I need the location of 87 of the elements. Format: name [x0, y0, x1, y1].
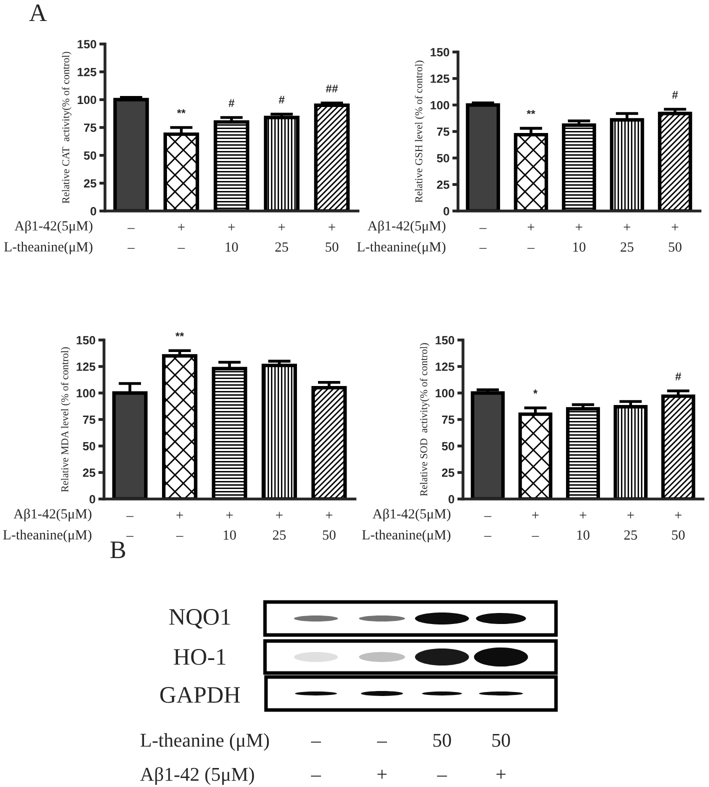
x-tick-label: + 50	[672, 512, 685, 540]
text: –	[128, 248, 135, 249]
annotation: #	[672, 91, 678, 99]
text: –	[311, 776, 321, 777]
text: L-theanine (μM)	[140, 733, 269, 751]
text: –	[311, 742, 321, 743]
text: –	[178, 248, 185, 249]
text: Aβ1-42(5μM)	[372, 508, 450, 522]
y-tick-label: 25	[84, 179, 96, 188]
text: L-theanine(μM)	[357, 242, 446, 254]
text: L-theanine(μM)	[4, 242, 92, 254]
annotation: #	[675, 372, 682, 380]
y-tick-label: 50	[436, 154, 450, 162]
text: –	[377, 742, 387, 743]
y-axis-title: Relative SOD activity(% of control)	[420, 343, 430, 496]
y-axis-title: Relative CAT activity(% of control)	[62, 52, 72, 204]
text: B	[110, 542, 126, 558]
text: –	[437, 776, 447, 777]
y-tick-label: 100	[76, 389, 96, 398]
y-tick-label: 25	[82, 468, 96, 477]
y-tick-label: 50	[82, 442, 96, 450]
annotation: #	[278, 96, 285, 104]
annotation: *	[533, 390, 538, 394]
x-tick-label: + 10	[573, 224, 586, 252]
category-label: + –	[532, 512, 539, 537]
category-label: – –	[126, 516, 134, 537]
y-tick-label: 25	[436, 180, 450, 189]
y-tick-label: 0	[444, 207, 450, 216]
text: Aβ1-42(5μM)	[368, 220, 446, 234]
y-tick-label: 125	[436, 362, 454, 371]
category-label: –	[479, 248, 487, 249]
y-tick-label: 150	[430, 48, 450, 56]
y-tick-label: 75	[83, 416, 96, 424]
y-tick-label: 75	[84, 124, 96, 132]
y-tick-label: 150	[436, 336, 454, 344]
x-tick-label: + 10	[577, 512, 590, 540]
y-tick-label: 0	[90, 207, 96, 216]
y-tick-label: 150	[76, 336, 96, 344]
annotation: **	[175, 332, 184, 336]
x-tick-label: + 10	[226, 224, 238, 252]
text: +	[377, 770, 387, 779]
text: Aβ1-42(5μM)	[14, 508, 92, 522]
annotation: ##	[326, 84, 338, 92]
x-tick-label: + 25	[620, 224, 634, 252]
chart-title: A	[29, 4, 47, 22]
y-tick-label: 25	[442, 468, 454, 477]
text: NQO1	[169, 609, 230, 629]
y-tick-label: 50	[84, 151, 96, 160]
y-tick-label: 100	[430, 101, 450, 110]
text: +	[178, 224, 185, 230]
category-label: + –	[176, 512, 184, 537]
text: L-theanine(μM)	[3, 530, 92, 542]
y-tick-label: 50	[442, 442, 454, 450]
annotation: #	[228, 99, 234, 107]
y-tick-label: 100	[78, 96, 96, 104]
y-tick-label: 0	[448, 495, 454, 504]
x-tick-label: + 25	[275, 224, 288, 252]
x-tick-label: + 25	[272, 512, 286, 540]
y-tick-label: 75	[442, 416, 454, 424]
x-tick-label: + 50	[322, 512, 336, 540]
text: –	[479, 228, 487, 229]
y-axis-title: Relative GSH level (% of control)	[414, 60, 424, 203]
text: HO-1	[174, 649, 226, 665]
text: Aβ1-42 (5μM)	[140, 767, 254, 785]
text: Aβ1-42(5μM)	[14, 220, 92, 234]
category-label: – –	[484, 516, 492, 537]
y-tick-label: 100	[436, 389, 454, 398]
text: 50	[492, 734, 510, 747]
annotation: **	[177, 109, 186, 114]
text: GAPDH	[160, 687, 240, 703]
y-tick-label: 150	[78, 40, 96, 48]
text: +	[496, 770, 506, 779]
y-axis-title: Relative MDA level (% of control)	[60, 347, 70, 492]
y-tick-label: 75	[437, 128, 450, 136]
annotation: **	[526, 110, 536, 114]
y-tick-label: 125	[78, 68, 96, 76]
text: +	[528, 224, 534, 230]
x-tick-label: + 10	[224, 512, 236, 540]
y-tick-label: 125	[76, 362, 96, 371]
y-tick-label: 0	[90, 495, 96, 504]
category-label: –	[527, 248, 535, 249]
x-tick-label: + 50	[668, 224, 682, 252]
text: L-theanine(μM)	[362, 530, 450, 542]
y-tick-label: 125	[430, 74, 450, 83]
x-tick-label: + 50	[326, 224, 338, 252]
text: –	[128, 228, 135, 229]
x-tick-label: + 25	[624, 512, 638, 540]
